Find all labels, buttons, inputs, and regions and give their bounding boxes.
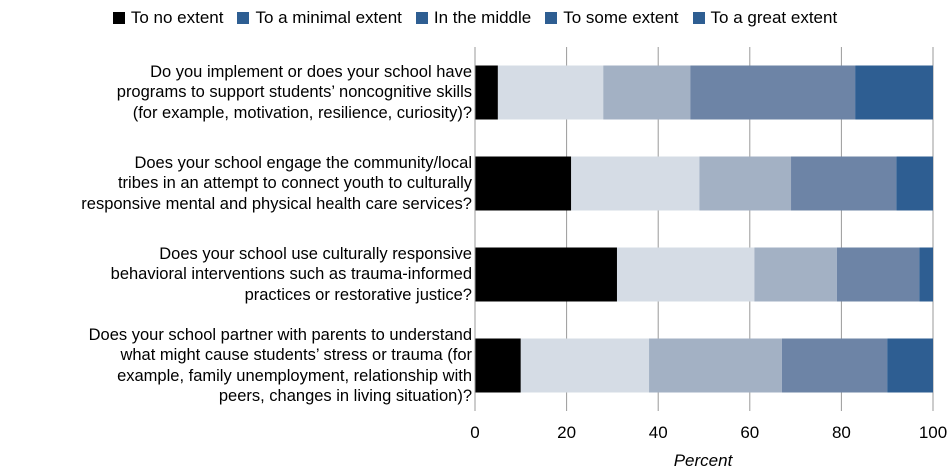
category-label-line: practices or restorative justice?: [244, 285, 472, 304]
legend: To no extent To a minimal extent In the …: [0, 8, 950, 28]
category-label-line: behavioral interventions such as trauma-…: [110, 265, 472, 284]
bar-q4-s4: [781, 338, 888, 393]
bar-q4-s2: [520, 338, 650, 393]
category-label-3: Does your school use culturally responsi…: [2, 244, 472, 306]
category-label-2: Does your school engage the community/lo…: [2, 153, 472, 215]
x-axis: 0 20 40 60 80 100: [470, 47, 947, 442]
category-label-line: tribes in an attempt to connect youth to…: [117, 174, 472, 193]
legend-item-some-extent: To some extent: [545, 8, 679, 28]
category-label-line: peers, changes in living situation)?: [218, 387, 472, 405]
x-tick-label-100: 100: [919, 423, 947, 442]
category-label-line: programs to support students’ noncogniti…: [116, 83, 472, 102]
bar-q4-s3: [649, 338, 782, 393]
bar-q1-s5: [855, 65, 933, 120]
legend-swatch-great-extent: [692, 12, 705, 24]
bar-q1-s4: [690, 65, 856, 120]
x-tick-label-80: 80: [832, 423, 851, 442]
bar-q1-s2: [497, 65, 604, 120]
x-tick-label-60: 60: [740, 423, 759, 442]
legend-label-no-extent: To no extent: [130, 8, 224, 27]
legend-item-in-the-middle: In the middle: [415, 8, 532, 28]
category-label-line: responsive mental and physical health ca…: [81, 194, 472, 213]
bar-q2-s1: [475, 156, 572, 211]
legend-swatch-no-extent: [112, 12, 125, 24]
category-label-line: Do you implement or does your school hav…: [150, 62, 472, 81]
legend-swatch-in-the-middle: [415, 12, 428, 24]
bars: [475, 65, 933, 393]
bar-q3-s4: [836, 247, 920, 302]
bar-q3-s5: [919, 247, 933, 302]
bar-q3-s1: [475, 247, 617, 302]
bar-q4-s5: [887, 338, 933, 393]
bar-q2-s3: [699, 156, 792, 211]
legend-item-great-extent: To a great extent: [692, 8, 838, 28]
x-tick-label-20: 20: [557, 423, 576, 442]
legend-label-some-extent: To some extent: [563, 8, 679, 27]
bar-q1-s3: [603, 65, 691, 120]
category-label-line: example, family unemployment, relationsh…: [117, 366, 472, 385]
legend-swatch-some-extent: [545, 12, 558, 24]
legend-swatch-minimal-extent: [237, 12, 250, 24]
bar-q4-s1: [475, 338, 521, 393]
category-label-4: Does your school partner with parents to…: [2, 325, 472, 407]
legend-item-minimal-extent: To a minimal extent: [237, 8, 402, 28]
bar-q1-s1: [475, 65, 498, 120]
legend-item-no-extent: To no extent: [112, 8, 224, 28]
bar-q2-s2: [571, 156, 700, 211]
x-tick-label-0: 0: [470, 423, 479, 442]
x-axis-label: Percent: [674, 451, 734, 470]
category-label-line: Does your school use culturally responsi…: [159, 244, 472, 263]
bar-q3-s2: [616, 247, 755, 302]
bar-q3-s3: [754, 247, 837, 302]
category-label-line: Does your school engage the community/lo…: [134, 153, 472, 172]
legend-label-great-extent: To a great extent: [710, 8, 838, 27]
category-label-line: Does your school partner with parents to…: [88, 325, 472, 344]
category-label-line: what might cause students’ stress or tra…: [120, 346, 472, 364]
category-label-1: Do you implement or does your school hav…: [2, 62, 472, 124]
bar-q2-s5: [896, 156, 933, 211]
legend-label-minimal-extent: To a minimal extent: [255, 8, 402, 27]
bar-q2-s4: [791, 156, 897, 211]
category-label-line: (for example, motivation, resilience, cu…: [132, 103, 472, 122]
legend-label-in-the-middle: In the middle: [433, 8, 532, 27]
x-tick-label-40: 40: [649, 423, 668, 442]
